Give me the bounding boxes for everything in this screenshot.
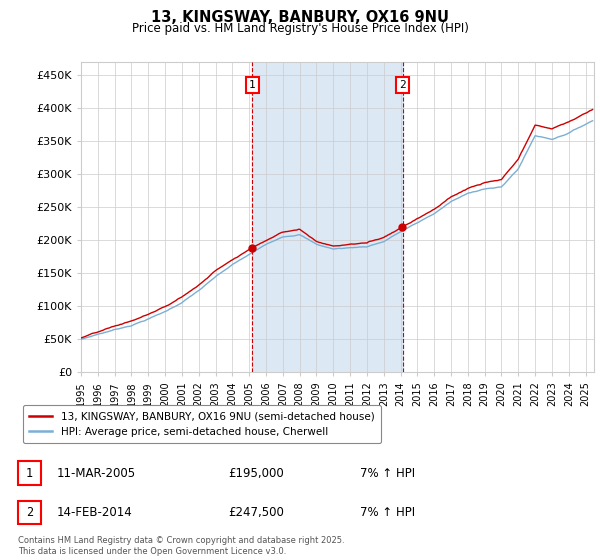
Text: 1: 1 xyxy=(26,466,33,480)
Text: 7% ↑ HPI: 7% ↑ HPI xyxy=(360,466,415,480)
Text: 2: 2 xyxy=(399,80,406,90)
Bar xyxy=(253,62,403,372)
Text: £195,000: £195,000 xyxy=(228,466,284,480)
Text: Contains HM Land Registry data © Crown copyright and database right 2025.
This d: Contains HM Land Registry data © Crown c… xyxy=(18,536,344,556)
Text: 13, KINGSWAY, BANBURY, OX16 9NU: 13, KINGSWAY, BANBURY, OX16 9NU xyxy=(151,10,449,25)
Text: 1: 1 xyxy=(249,80,256,90)
Text: 11-MAR-2005: 11-MAR-2005 xyxy=(57,466,136,480)
Text: £247,500: £247,500 xyxy=(228,506,284,519)
Text: 7% ↑ HPI: 7% ↑ HPI xyxy=(360,506,415,519)
Legend: 13, KINGSWAY, BANBURY, OX16 9NU (semi-detached house), HPI: Average price, semi-: 13, KINGSWAY, BANBURY, OX16 9NU (semi-de… xyxy=(23,405,381,443)
Text: 14-FEB-2014: 14-FEB-2014 xyxy=(57,506,133,519)
Text: Price paid vs. HM Land Registry's House Price Index (HPI): Price paid vs. HM Land Registry's House … xyxy=(131,22,469,35)
Text: 2: 2 xyxy=(26,506,33,519)
